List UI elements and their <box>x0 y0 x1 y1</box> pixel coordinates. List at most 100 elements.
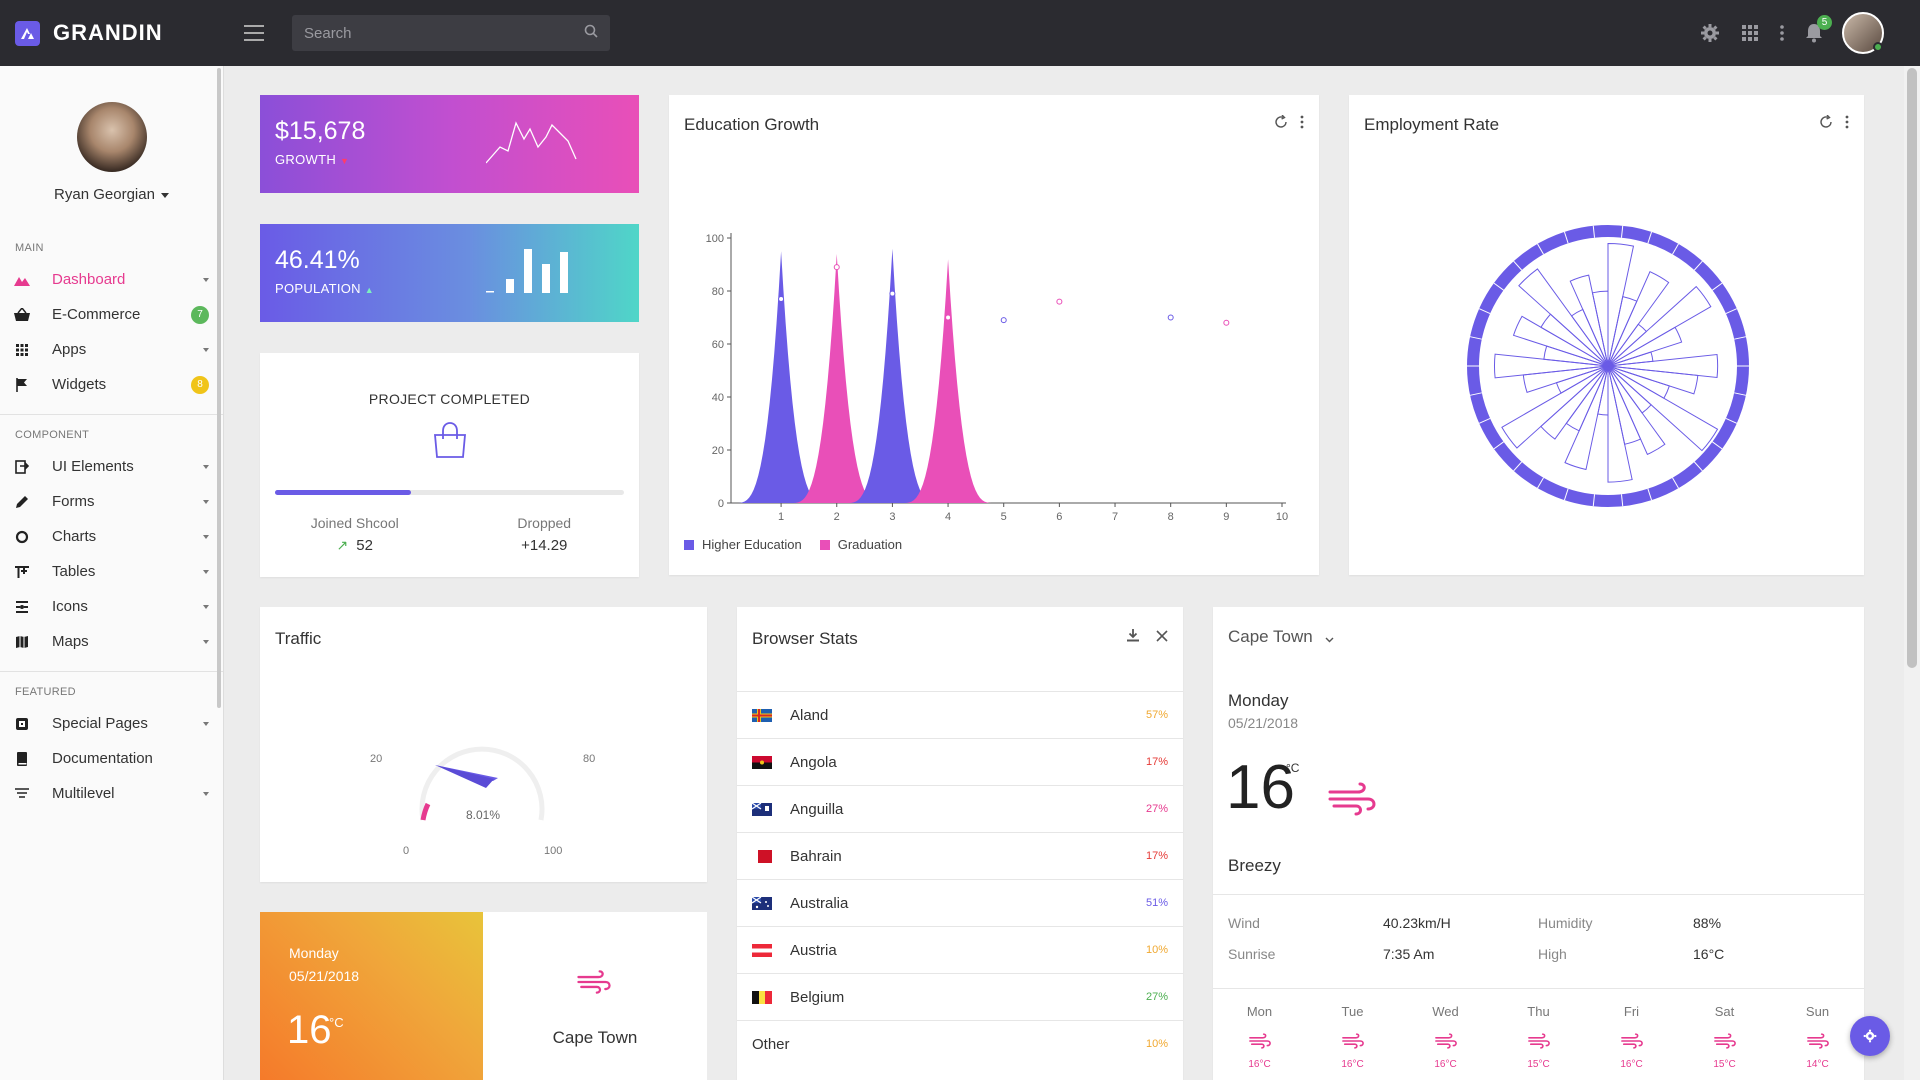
sidebar-item-tables[interactable]: Tables <box>0 554 223 589</box>
radial-slice[interactable] <box>1607 365 1642 445</box>
radial-slice[interactable] <box>1607 326 1683 367</box>
radial-slice[interactable] <box>1591 290 1609 367</box>
chevron-down-icon <box>203 499 209 504</box>
search-input[interactable] <box>304 24 584 42</box>
radial-slice[interactable] <box>1607 285 1712 367</box>
apps-grid-icon[interactable] <box>1738 21 1762 45</box>
browser-stat-row[interactable]: Austria 10% <box>737 926 1183 973</box>
data-point-marker[interactable] <box>889 290 896 297</box>
search-box <box>292 15 610 51</box>
weather-date: 05/21/2018 <box>1228 715 1299 731</box>
ring-segment-divider <box>1537 477 1544 489</box>
refresh-icon[interactable] <box>1819 114 1833 134</box>
weather-small-day: Monday <box>289 945 339 961</box>
city-dropdown[interactable]: Cape Town <box>1228 627 1334 648</box>
more-vertical-icon[interactable] <box>1300 115 1304 134</box>
radial-slice[interactable] <box>1607 365 1666 456</box>
browser-stat-row[interactable]: Other 10% <box>737 1020 1183 1067</box>
country-percentage: 57% <box>1145 709 1168 721</box>
y-tick-label: 0 <box>718 498 724 510</box>
radial-slice[interactable] <box>1522 365 1609 393</box>
browser-stat-row[interactable]: Aland 57% <box>737 691 1183 738</box>
brand[interactable]: GRANDIN <box>0 20 236 46</box>
close-icon[interactable] <box>1156 629 1168 647</box>
sidebar-divider <box>0 414 223 415</box>
more-vertical-icon[interactable] <box>1845 115 1849 134</box>
sidebar-item-multilevel[interactable]: Multilevel <box>0 776 223 811</box>
sidebar-item-special-pages[interactable]: Special Pages <box>0 706 223 741</box>
weather-small-date: 05/21/2018 <box>289 968 360 984</box>
sidebar-scrollbar[interactable] <box>217 68 221 708</box>
browser-stats-card: Browser Stats Aland 57% Angola 17% Anguilla 2… <box>737 607 1183 1080</box>
data-point-marker[interactable] <box>1000 317 1007 324</box>
radial-slice[interactable] <box>1518 268 1609 367</box>
radial-slice[interactable] <box>1493 353 1609 379</box>
browser-stat-row[interactable]: Angola 17% <box>737 738 1183 785</box>
country-percentage: 10% <box>1145 1038 1168 1050</box>
forecast-day: Mon 16°C <box>1213 1004 1306 1070</box>
browser-stat-row[interactable]: Anguilla 27% <box>737 785 1183 832</box>
sidebar-section-title: MAIN <box>15 242 44 254</box>
browser-stat-row[interactable]: Bahrain 17% <box>737 832 1183 879</box>
trending-up-icon: ↗ <box>336 537 349 553</box>
radial-slice[interactable] <box>1564 365 1609 471</box>
sidebar-item-label: Charts <box>52 528 97 545</box>
growth-sparkline <box>486 121 577 164</box>
sidebar-item-dashboard[interactable]: Dashboard <box>0 262 223 297</box>
y-tick-label: 60 <box>712 339 724 351</box>
radial-slice[interactable] <box>1512 315 1609 367</box>
notification-bell-icon[interactable]: 5 <box>1802 15 1832 45</box>
data-point-marker[interactable] <box>945 314 952 321</box>
search-icon[interactable] <box>584 24 598 43</box>
download-icon[interactable] <box>1126 628 1140 647</box>
page-scrollbar[interactable] <box>1904 66 1920 1080</box>
browser-stat-row[interactable]: Belgium 27% <box>737 973 1183 1020</box>
x-tick-label: 8 <box>1168 511 1174 523</box>
radial-slice[interactable] <box>1569 274 1609 367</box>
sidebar-item-widgets[interactable]: Widgets 8 <box>0 367 223 402</box>
country-percentage: 17% <box>1145 756 1168 768</box>
user-avatar[interactable] <box>1842 12 1884 54</box>
radial-slice[interactable] <box>1540 313 1609 367</box>
top-bar: GRANDIN 5 <box>0 0 1920 66</box>
more-vertical-icon[interactable] <box>1778 21 1786 45</box>
sidebar-item-charts[interactable]: Charts <box>0 519 223 554</box>
growth-stat-card: $15,678 GROWTH ▼ <box>260 95 639 193</box>
country-percentage: 17% <box>1145 850 1168 862</box>
legend-item-higher-education[interactable]: Higher Education <box>684 537 802 552</box>
radial-slice[interactable] <box>1607 353 1719 379</box>
data-point-marker[interactable] <box>1167 314 1174 321</box>
legend-item-graduation[interactable]: Graduation <box>819 537 902 552</box>
sidebar-item-maps[interactable]: Maps <box>0 624 223 659</box>
sidebar-item-forms[interactable]: Forms <box>0 484 223 519</box>
browser-stat-row[interactable]: Australia 51% <box>737 879 1183 926</box>
radial-slice[interactable] <box>1607 365 1699 395</box>
data-point-marker[interactable] <box>833 264 840 271</box>
forecast-day: Fri 16°C <box>1585 1004 1678 1070</box>
radial-slice[interactable] <box>1607 365 1719 452</box>
sidebar-item-e-commerce[interactable]: E-Commerce 7 <box>0 297 223 332</box>
data-point-marker[interactable] <box>1056 298 1063 305</box>
chevron-down-icon <box>203 534 209 539</box>
ring-segment-divider <box>1734 392 1747 396</box>
settings-fab-button[interactable] <box>1850 1016 1890 1056</box>
profile-name-dropdown[interactable]: Ryan Georgian <box>0 186 223 203</box>
x-tick-label: 9 <box>1223 511 1229 523</box>
forecast-day-name: Sun <box>1805 1004 1830 1019</box>
sidebar-item-icons[interactable]: Icons <box>0 589 223 624</box>
data-point-marker[interactable] <box>1223 319 1230 326</box>
sidebar-item-apps[interactable]: Apps <box>0 332 223 367</box>
data-point-marker[interactable] <box>778 295 785 302</box>
sidebar-item-documentation[interactable]: Documentation <box>0 741 223 776</box>
radial-slice[interactable] <box>1607 271 1670 367</box>
gear-icon[interactable] <box>1698 21 1722 45</box>
refresh-icon[interactable] <box>1274 114 1288 134</box>
menu-toggle-icon[interactable] <box>244 25 264 41</box>
radial-slice[interactable] <box>1607 365 1633 483</box>
shopping-bag-icon <box>431 421 469 464</box>
radial-slice[interactable] <box>1501 365 1609 449</box>
project-completed-card: PROJECT COMPLETED Joined Shcool ↗ 52 Drop… <box>260 353 639 577</box>
radial-slice[interactable] <box>1607 242 1635 367</box>
sidebar-item-ui-elements[interactable]: UI Elements <box>0 449 223 484</box>
sidebar-item-label: Icons <box>52 598 88 615</box>
